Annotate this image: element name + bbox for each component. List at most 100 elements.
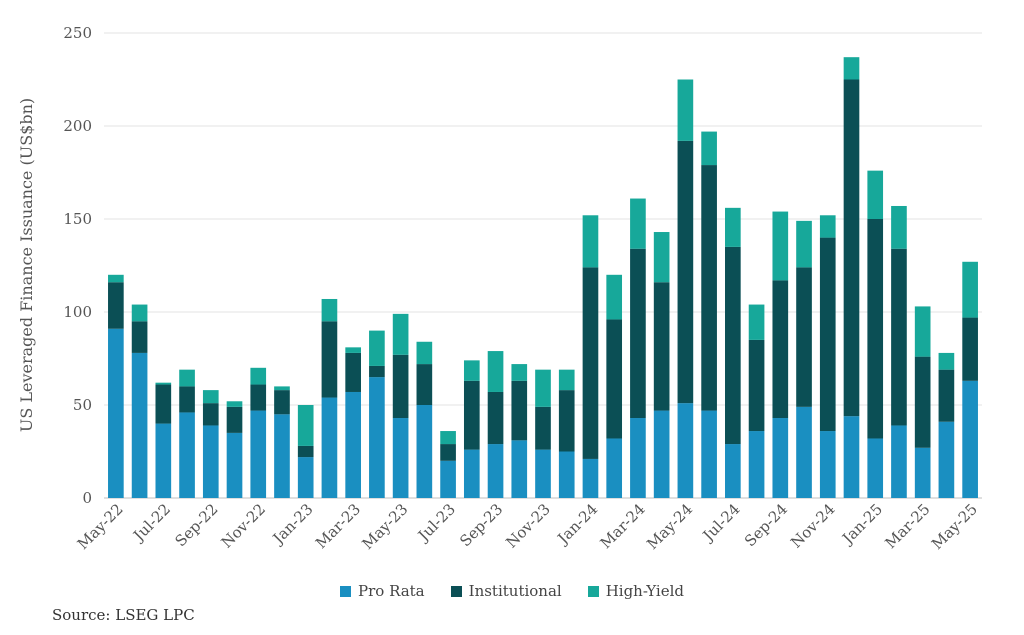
bar-segment-high-yield — [487, 351, 504, 392]
x-tick-label: Jul-23 — [413, 500, 459, 546]
bar-segment-institutional — [392, 354, 409, 419]
bar-segment-high-yield — [914, 306, 931, 357]
bar-segment-high-yield — [606, 274, 623, 320]
bar-segment-pro-rata — [914, 447, 931, 498]
x-tick-label: Nov-24 — [787, 500, 838, 551]
bar-segment-high-yield — [558, 369, 575, 391]
bar-segment-institutional — [914, 356, 931, 448]
bar-segment-institutional — [179, 386, 195, 413]
bar-segment-institutional — [369, 365, 385, 378]
bar-segment-high-yield — [274, 386, 290, 391]
y-tick-label: 200 — [63, 117, 92, 135]
bar-segment-high-yield — [511, 364, 528, 381]
bar-segment-pro-rata — [630, 418, 646, 498]
bars — [108, 57, 978, 498]
x-tick-label: Jul-24 — [698, 500, 744, 546]
bar-segment-pro-rata — [179, 412, 195, 498]
bar-segment-pro-rata — [202, 425, 219, 498]
legend-swatch — [340, 585, 352, 597]
bar-segment-institutional — [131, 321, 148, 353]
bar-segment-high-yield — [463, 360, 480, 381]
y-axis-ticks: 0 50 100 150 200 250 — [63, 24, 92, 507]
x-tick-label: Jan-25 — [837, 500, 886, 549]
bar-segment-high-yield — [345, 347, 361, 353]
x-tick-label: Jan-23 — [268, 500, 317, 549]
bar-segment-institutional — [582, 267, 599, 459]
legend-item: Pro Rata — [340, 582, 425, 600]
bar-segment-institutional — [226, 406, 243, 433]
bar-segment-pro-rata — [297, 457, 314, 498]
bar-segment-pro-rata — [938, 421, 955, 498]
bar-segment-pro-rata — [606, 438, 623, 498]
x-tick-label: Jan-24 — [553, 500, 602, 549]
legend-item: High-Yield — [587, 582, 684, 600]
bar-segment-institutional — [274, 390, 290, 415]
bar-segment-institutional — [345, 352, 361, 392]
y-tick-label: 0 — [82, 489, 92, 507]
bar-segment-institutional — [725, 246, 741, 445]
bar-segment-institutional — [843, 79, 860, 417]
bar-segment-high-yield — [108, 274, 124, 283]
bar-segment-high-yield — [962, 261, 978, 318]
bar-segment-pro-rata — [677, 403, 694, 498]
y-tick-label: 250 — [63, 24, 92, 42]
bar-segment-high-yield — [867, 170, 884, 219]
bar-segment-institutional — [772, 280, 789, 419]
bar-segment-high-yield — [796, 220, 812, 268]
bar-segment-high-yield — [535, 369, 551, 407]
source-note: Source: LSEG LPC — [52, 606, 195, 624]
bar-segment-pro-rata — [321, 397, 338, 498]
bar-segment-high-yield — [725, 207, 741, 247]
x-tick-label: Sep-22 — [171, 500, 221, 550]
gridlines — [104, 32, 982, 499]
bar-segment-institutional — [250, 384, 267, 411]
legend-label: High-Yield — [605, 582, 684, 600]
bar-segment-high-yield — [653, 232, 670, 283]
bar-segment-high-yield — [297, 405, 314, 446]
bar-segment-institutional — [463, 380, 480, 450]
bar-segment-pro-rata — [725, 444, 741, 498]
bar-segment-high-yield — [392, 313, 409, 355]
y-tick-label: 100 — [63, 303, 92, 321]
bar-segment-high-yield — [582, 215, 599, 268]
bar-segment-institutional — [796, 267, 812, 407]
bar-segment-pro-rata — [511, 440, 528, 498]
bar-segment-pro-rata — [796, 406, 812, 498]
x-tick-label: May-24 — [643, 500, 696, 553]
bar-segment-high-yield — [440, 431, 456, 445]
bar-segment-institutional — [748, 339, 765, 432]
bar-segment-institutional — [819, 237, 836, 432]
bar-segment-institutional — [321, 321, 338, 398]
bar-segment-institutional — [202, 403, 219, 426]
bar-segment-institutional — [297, 445, 314, 458]
bar-segment-pro-rata — [155, 423, 172, 498]
bar-segment-pro-rata — [274, 414, 290, 498]
bar-segment-high-yield — [843, 57, 860, 80]
bar-segment-high-yield — [701, 131, 717, 166]
bar-segment-high-yield — [416, 341, 433, 365]
x-tick-label: May-23 — [358, 500, 411, 553]
bar-segment-pro-rata — [558, 451, 575, 498]
bar-segment-pro-rata — [843, 416, 860, 498]
legend-label: Pro Rata — [358, 582, 425, 600]
bar-segment-pro-rata — [867, 438, 884, 498]
bar-segment-pro-rata — [226, 432, 243, 498]
bar-segment-institutional — [867, 219, 884, 439]
bar-segment-high-yield — [748, 304, 765, 340]
bar-segment-institutional — [891, 248, 907, 426]
bar-segment-pro-rata — [582, 458, 599, 498]
x-tick-label: Mar-24 — [597, 500, 649, 552]
bar-segment-pro-rata — [108, 328, 124, 498]
bar-segment-pro-rata — [250, 410, 267, 498]
bar-segment-institutional — [416, 364, 433, 405]
y-axis-label: US Leveraged Finance Issuance (US$bn) — [17, 98, 36, 432]
bar-segment-pro-rata — [819, 431, 836, 498]
bar-segment-institutional — [938, 369, 955, 422]
bar-segment-institutional — [677, 140, 694, 404]
bar-segment-pro-rata — [440, 460, 456, 498]
bar-segment-pro-rata — [535, 449, 551, 498]
y-tick-label: 150 — [63, 210, 92, 228]
bar-segment-pro-rata — [701, 410, 717, 498]
bar-segment-high-yield — [321, 298, 338, 322]
bar-segment-high-yield — [202, 390, 219, 404]
